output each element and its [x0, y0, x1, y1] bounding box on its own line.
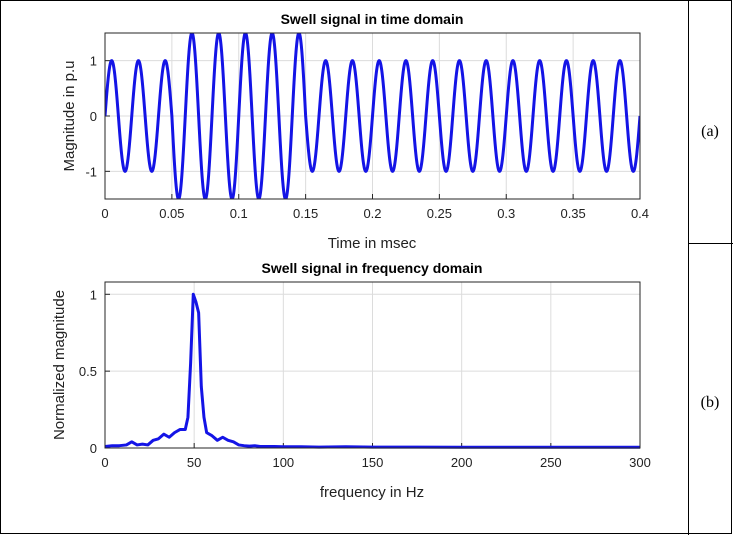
time-y-tick-label: -1 [85, 164, 97, 179]
time-signal-line [105, 33, 640, 199]
time-domain-chart: 0 0.05 0.1 0.15 0.2 0.25 0.3 0.35 0.4 -1 0 1 Swell … [61, 11, 649, 252]
freq-x-tick-label: 200 [451, 455, 473, 470]
time-x-tick-label: 0.3 [497, 206, 515, 221]
time-x-tick-label: 0.05 [159, 206, 184, 221]
freq-x-tick-label: 300 [629, 455, 651, 470]
freq-x-tick-label: 0 [101, 455, 108, 470]
time-x-tick-label: 0.2 [363, 206, 381, 221]
time-x-tick-label: 0.1 [230, 206, 248, 221]
freq-plot-frame [104, 281, 641, 449]
freq-y-axis-label: Normalized magnitude [51, 290, 68, 440]
time-x-tick-label: 0.15 [293, 206, 318, 221]
time-chart-title: Swell signal in time domain [281, 11, 464, 27]
freq-x-tick-label: 150 [362, 455, 384, 470]
freq-tick-labels: 0 50 100 150 200 250 300 0 0.5 1 [79, 287, 651, 470]
freq-y-tick-label: 1 [90, 287, 97, 302]
panel-a-label: (a) [701, 123, 719, 140]
freq-x-tick-label: 100 [272, 455, 294, 470]
time-x-tick-label: 0.4 [631, 206, 649, 221]
freq-spectrum-line [104, 292, 640, 449]
freq-x-axis-label: frequency in Hz [320, 484, 424, 501]
freq-x-tick-label: 250 [540, 455, 562, 470]
frequency-domain-chart: 0 50 100 150 200 250 300 0 0.5 1 Swell signal in … [51, 260, 651, 501]
time-y-axis-label: Magnitude in p.u [61, 61, 78, 172]
time-y-tick-label: 0 [90, 109, 97, 124]
time-x-tick-label: 0.25 [427, 206, 452, 221]
freq-chart-title: Swell signal in frequency domain [262, 260, 483, 276]
time-tick-labels: 0 0.05 0.1 0.15 0.2 0.25 0.3 0.35 0.4 -1 0 1 [85, 54, 649, 221]
freq-x-tick-label: 50 [187, 455, 201, 470]
time-plot-frame [104, 32, 641, 200]
freq-y-tick-label: 0.5 [79, 364, 97, 379]
time-x-tick-label: 0.35 [560, 206, 585, 221]
time-y-tick-label: 1 [90, 54, 97, 69]
freq-y-tick-label: 0 [90, 441, 97, 456]
panel-b-label: (b) [701, 394, 720, 411]
time-x-axis-label: Time in msec [328, 235, 417, 252]
time-x-tick-label: 0 [101, 206, 108, 221]
